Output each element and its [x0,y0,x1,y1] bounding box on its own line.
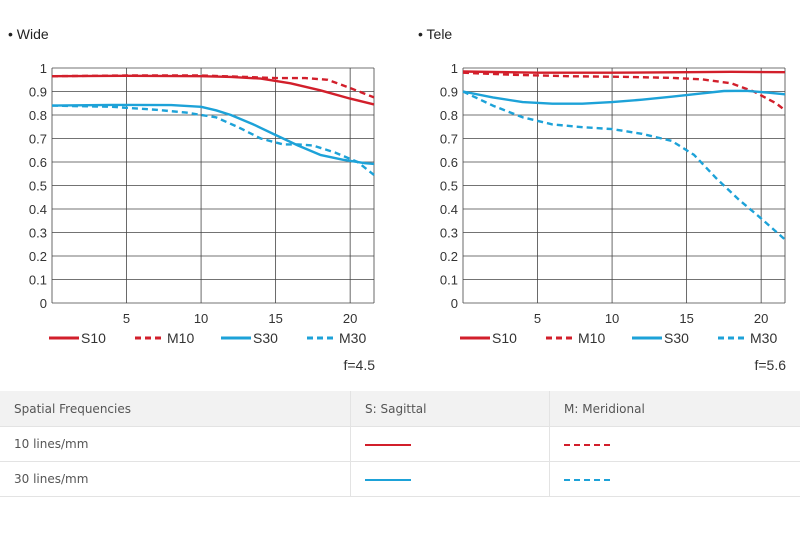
chart-1-series-s10-line [51,74,375,106]
chart-1-y-tick-label: 0.1 [29,273,47,288]
sagittal-10-swatch-cell [350,426,550,462]
header-meridional: M: Meridional [549,391,800,427]
chart-2-y-tick-label: 0.1 [440,273,458,288]
chart-1-x-tick-label: 10 [194,311,208,326]
sagittal-30-swatch-cell [350,461,550,497]
chart-1-y-tick-label: 0.2 [29,249,47,264]
chart-2-y-tick-label: 0.2 [440,249,458,264]
meridional-10-swatch-cell [549,426,800,462]
chart-2-y-tick-label: 0.4 [440,202,458,217]
chart-1-aperture-label: f=4.5 [343,357,375,373]
chart-2-y-tick-label: 0.8 [440,108,458,123]
chart-1-series-m10-line [51,74,375,99]
chart-1-series-m30-line [51,104,375,176]
chart-2-y-tick-label: 0.6 [440,155,458,170]
meridional-30-swatch-cell [549,461,800,497]
frequency-legend-table: Spatial Frequencies S: Sagittal M: Merid… [0,391,800,497]
sagittal-30-line-swatch [365,478,411,481]
chart-2-x-tick-label: 15 [679,311,693,326]
chart-2-y-tick-label: 0.9 [440,85,458,100]
chart-1-title: • Wide [8,26,49,42]
chart-2-x-tick-label: 10 [605,311,619,326]
chart-1-legend-s30-label: S30 [253,330,278,346]
chart-2-y-tick-label: 0.7 [440,132,458,147]
chart-2-x-tick-label: 5 [534,311,541,326]
chart-1-series-s30-line [51,103,375,166]
row-label-30: 30 lines/mm [0,461,351,497]
chart-1-legend-m10-label: M10 [167,330,194,346]
chart-1-x-tick-label: 15 [268,311,282,326]
chart-2-legend-s30-label: S30 [664,330,689,346]
chart-1-x-tick-label: 20 [343,311,357,326]
chart-2-series-s10-line [462,70,786,74]
chart-1-x-tick-label: 5 [123,311,130,326]
chart-1-y-tick-label: 0.8 [29,108,47,123]
chart-1-y-tick-label: 0.5 [29,179,47,194]
chart-1-y-tick-label: 0.3 [29,226,47,241]
chart-1-legend-m30-label: M30 [339,330,366,346]
chart-2-aperture-label: f=5.6 [754,357,786,373]
chart-2-series-m30-line [462,90,786,241]
chart-2-y-tick-label: 1 [451,61,458,76]
chart-1-y-tick-label: 1 [40,61,47,76]
chart-2-title: • Tele [418,26,452,42]
header-spatial-frequencies: Spatial Frequencies [0,391,351,427]
chart-1-legend-s10-label: S10 [81,330,106,346]
row-label-10: 10 lines/mm [0,426,351,462]
chart-2-y-tick-label: 0 [451,296,458,311]
chart-2-legend-m30-label: M30 [750,330,777,346]
chart-2-legend-s10-label: S10 [492,330,517,346]
chart-2-legend-m10-label: M10 [578,330,605,346]
chart-2-series-s30-line [462,89,786,105]
chart-1-y-tick-label: 0.7 [29,132,47,147]
chart-1-y-tick-label: 0.4 [29,202,47,217]
chart-1-y-tick-label: 0.9 [29,85,47,100]
chart-1-y-tick-label: 0.6 [29,155,47,170]
chart-1-y-tick-label: 0 [40,296,47,311]
table-header-row: Spatial Frequencies S: Sagittal M: Merid… [0,391,800,427]
header-sagittal: S: Sagittal [350,391,550,427]
chart-2-y-tick-label: 0.3 [440,226,458,241]
chart-2-x-tick-label: 20 [754,311,768,326]
meridional-10-line-swatch [564,443,610,446]
table-row: 30 lines/mm [0,461,800,497]
meridional-30-line-swatch [564,478,610,481]
table-row: 10 lines/mm [0,426,800,462]
sagittal-10-line-swatch [365,443,411,446]
chart-2-y-tick-label: 0.5 [440,179,458,194]
chart-2-series-m10-line [462,71,786,112]
